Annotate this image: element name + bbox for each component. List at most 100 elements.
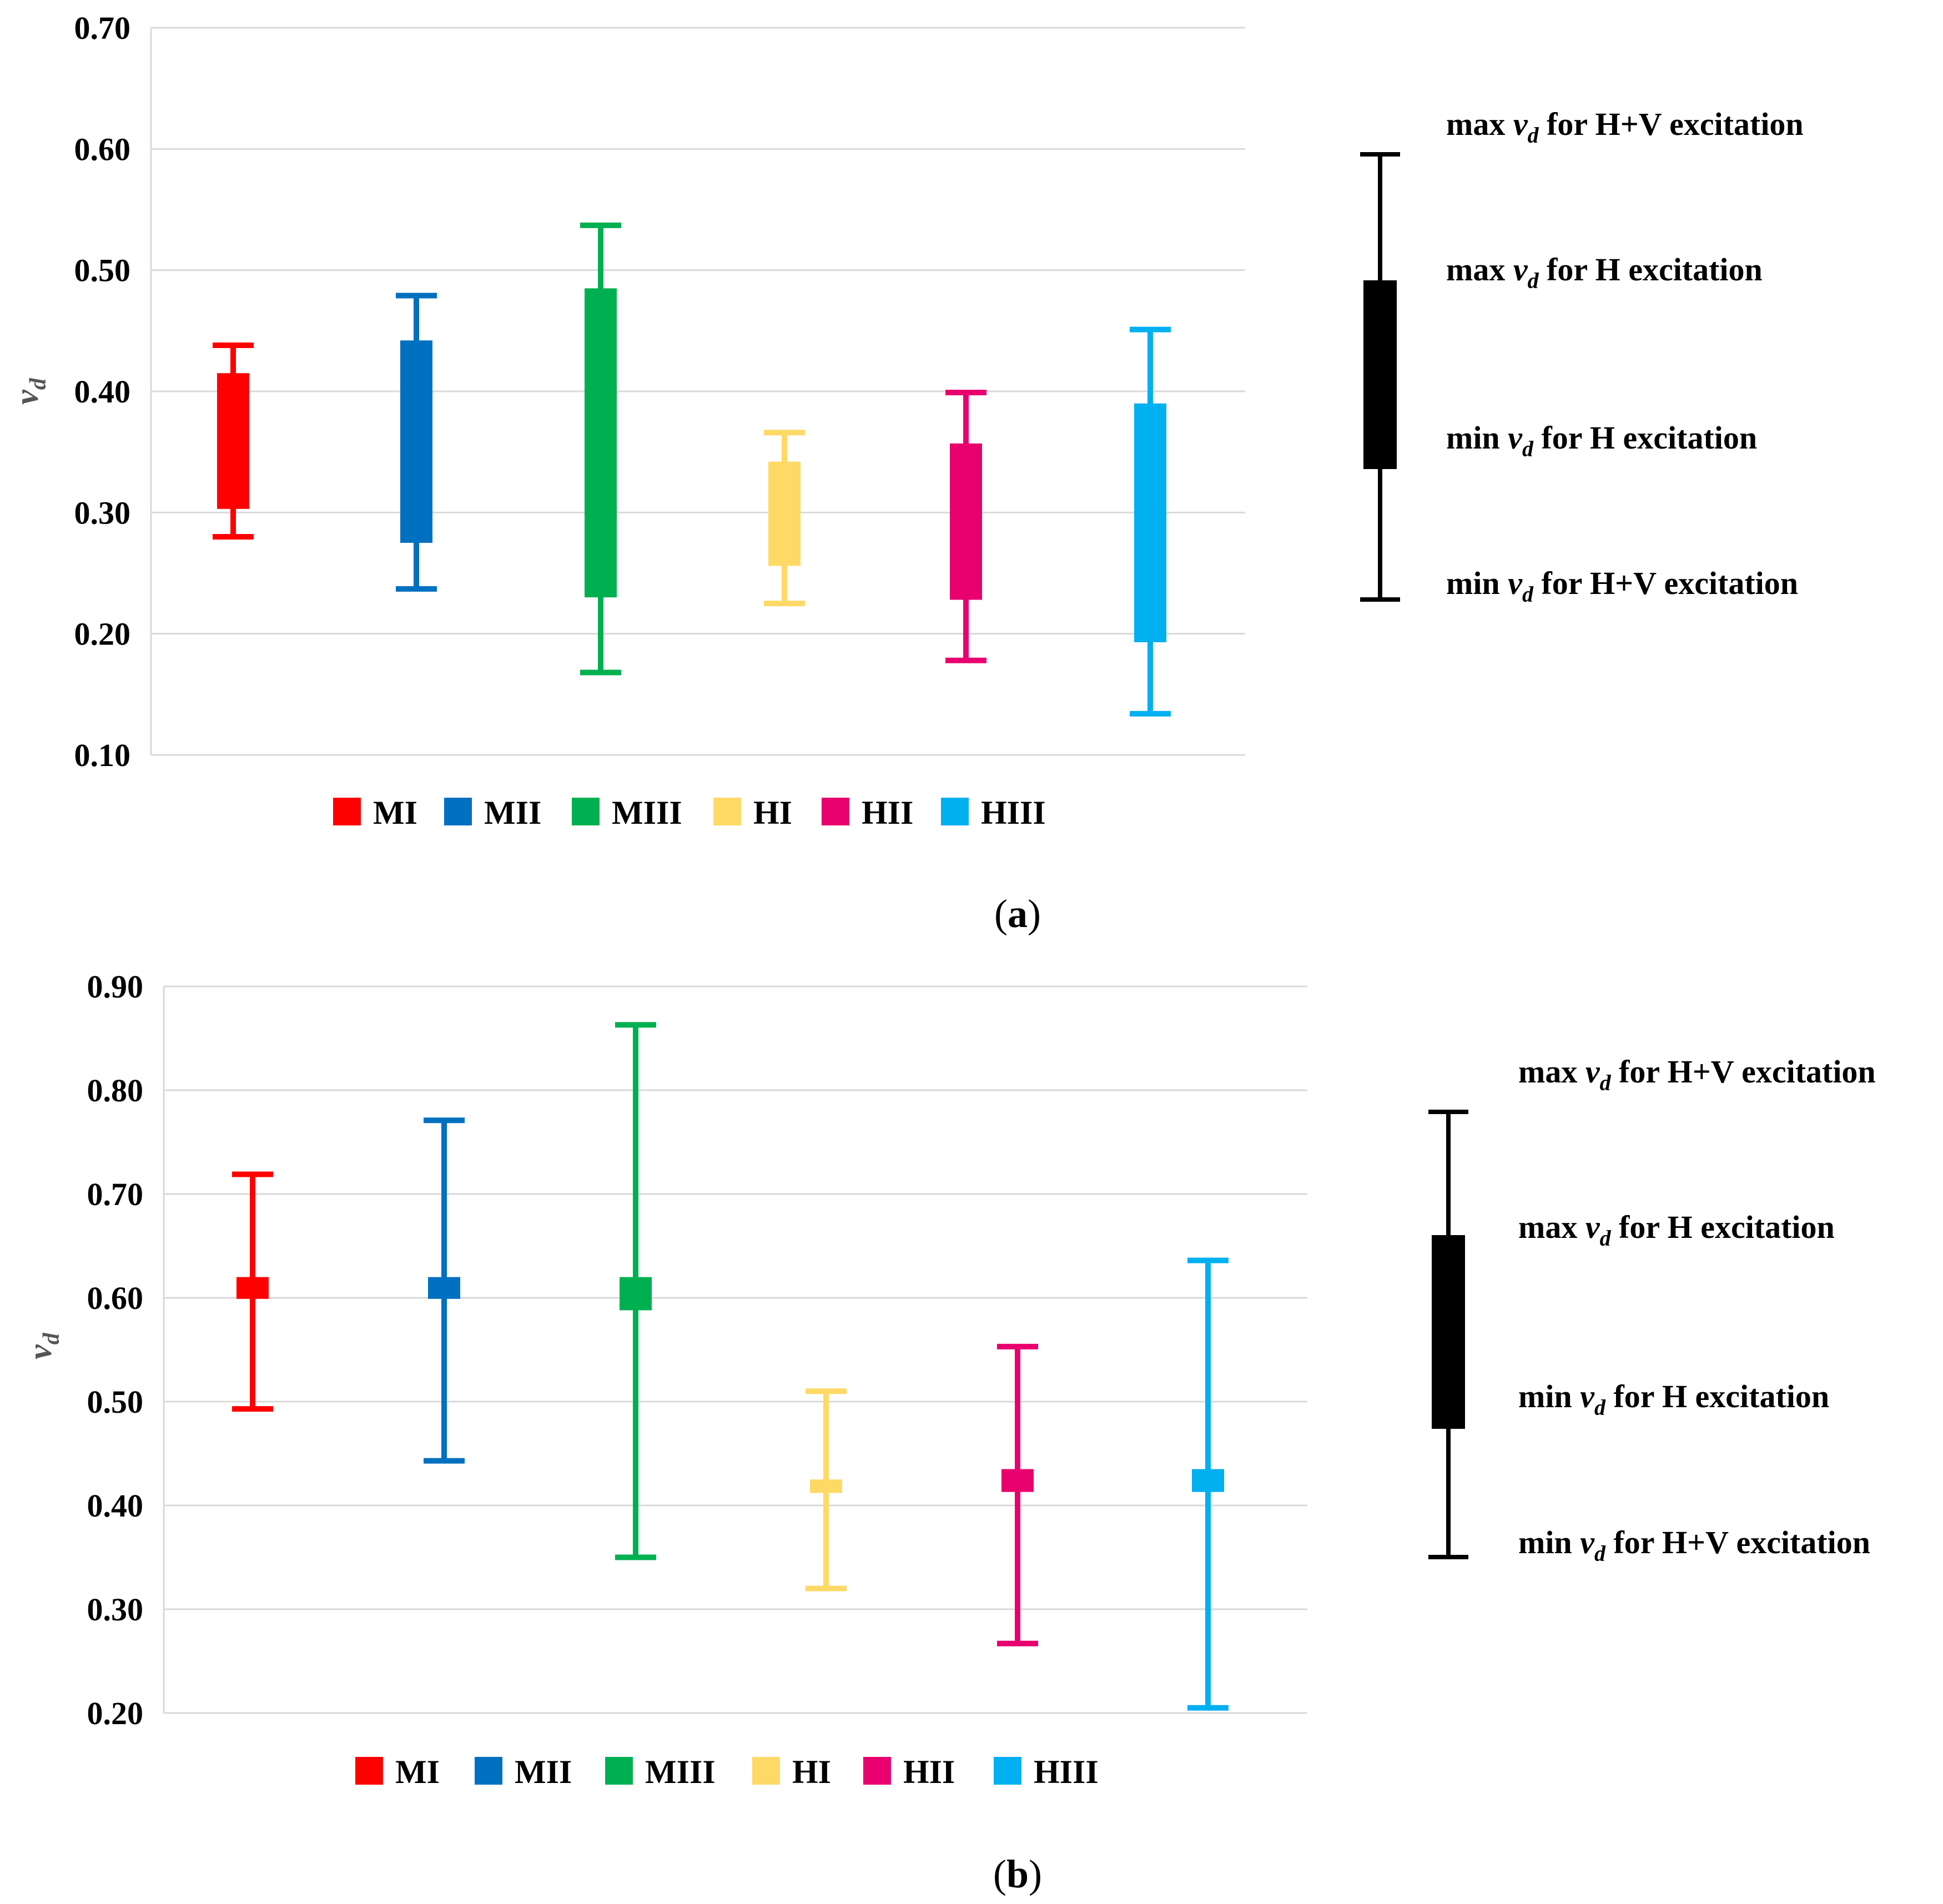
key-label-sub: d: [1600, 1226, 1612, 1251]
box-h-range: [236, 1277, 269, 1299]
y-tick-label: 0.60: [87, 1280, 144, 1316]
key-label-pre: max: [1446, 106, 1513, 142]
key-label-var: v: [1513, 251, 1528, 288]
key-label-post: for H excitation: [1533, 420, 1757, 456]
y-tick-label: 0.50: [74, 253, 131, 289]
legend-label-HIII: HIII: [981, 794, 1046, 831]
y-axis: 0.20 0.30 0.40 0.50 0.60 0.70 0.80 0.90: [87, 969, 1307, 1731]
legend: MI MII MIII HI HII HIII: [355, 1754, 1099, 1790]
box-h-range: [585, 288, 617, 598]
key-label: min vd for H excitation: [1446, 420, 1757, 461]
box-h-range: [1001, 1469, 1034, 1492]
key-label-post: for H+V excitation: [1611, 1054, 1876, 1090]
key-label-sub: d: [1594, 1541, 1606, 1566]
box-h-range: [217, 373, 249, 509]
legend-label-HI: HI: [753, 794, 792, 831]
key-label-sub: d: [1528, 123, 1539, 148]
key-label: min vd for H excitation: [1518, 1378, 1829, 1420]
y-axis-label-var: v: [8, 389, 45, 405]
box-h-range: [428, 1277, 460, 1299]
key-label-pre: max: [1518, 1209, 1585, 1245]
legend: MI MII MIII HI HII HIII: [333, 794, 1046, 831]
y-axis-label-sub: d: [39, 1332, 64, 1344]
legend-swatch-HIII: [941, 798, 969, 825]
series-MII: [396, 293, 437, 592]
key-label: max vd for H excitation: [1518, 1209, 1835, 1251]
y-axis-label-sub: d: [26, 377, 51, 390]
y-axis-label: vd: [22, 1332, 64, 1359]
key-label-post: for H excitation: [1539, 251, 1763, 288]
key-label: max vd for H excitation: [1446, 251, 1763, 293]
series-HII: [945, 390, 986, 663]
legend-label-MI: MI: [373, 794, 417, 831]
series-HII: [997, 1343, 1038, 1646]
series-HIII: [1130, 326, 1171, 717]
legend-swatch-HIII: [994, 1757, 1021, 1785]
legend-label-MI: MI: [395, 1754, 440, 1790]
caption-close: ): [1029, 1852, 1042, 1896]
y-tick-label: 0.30: [74, 495, 131, 531]
caption-close: ): [1028, 891, 1041, 936]
legend-swatch-MI: [333, 798, 361, 825]
box-h-range: [620, 1277, 652, 1311]
key-label-sub: d: [1600, 1070, 1612, 1095]
series-MII: [424, 1117, 465, 1464]
y-tick-label: 0.90: [87, 969, 144, 1005]
key-label-pre: min: [1518, 1378, 1580, 1414]
y-tick-label: 0.40: [87, 1488, 144, 1524]
series-HI: [764, 430, 805, 607]
legend-label-HII: HII: [862, 794, 913, 831]
box-h-range: [810, 1479, 842, 1493]
key-label-sub: d: [1594, 1395, 1606, 1420]
key-label: max vd for H+V excitation: [1518, 1054, 1876, 1095]
box-h-range: [1134, 403, 1166, 642]
legend-label-HIII: HIII: [1034, 1754, 1099, 1790]
legend-label-MIII: MIII: [645, 1754, 716, 1790]
y-axis-label-var: v: [22, 1344, 58, 1359]
y-axis-label: vd: [8, 377, 51, 405]
key-label-var: v: [1580, 1524, 1595, 1560]
y-tick-label: 0.80: [87, 1072, 144, 1109]
key-label-var: v: [1508, 420, 1523, 456]
y-tick-label: 0.70: [87, 1176, 144, 1212]
series-HI: [806, 1388, 847, 1591]
legend-swatch-MI: [355, 1757, 383, 1785]
key-label-post: for H+V excitation: [1605, 1524, 1870, 1560]
y-tick-label: 0.20: [74, 616, 131, 652]
legend-swatch-MII: [475, 1757, 502, 1785]
key-box: [1432, 1235, 1465, 1429]
key-label: min vd for H+V excitation: [1446, 565, 1798, 607]
caption-letter: a: [1008, 891, 1028, 936]
key-label-pre: min: [1518, 1524, 1580, 1560]
panel-caption: (a): [994, 891, 1041, 936]
key-label-pre: max: [1518, 1054, 1585, 1090]
key-label: max vd for H+V excitation: [1446, 106, 1804, 148]
key-label-sub: d: [1522, 436, 1534, 461]
key-label: min vd for H+V excitation: [1518, 1524, 1870, 1566]
y-tick-label: 0.20: [87, 1695, 144, 1731]
key-label-sub: d: [1528, 268, 1539, 293]
key-label-post: for H excitation: [1605, 1378, 1829, 1414]
box-h-range: [400, 340, 432, 543]
key-label-var: v: [1585, 1209, 1600, 1245]
legend-swatch-MII: [444, 798, 472, 825]
y-tick-label: 0.50: [87, 1384, 144, 1420]
legend-swatch-MIII: [572, 798, 600, 825]
box-h-range: [1192, 1469, 1224, 1492]
series-MIII: [615, 1022, 656, 1560]
caption-open: (: [993, 1852, 1006, 1896]
series-MI: [213, 342, 254, 540]
key-label-pre: min: [1446, 420, 1508, 456]
legend-swatch-HI: [713, 798, 741, 825]
legend-label-MII: MII: [484, 794, 541, 831]
y-tick-label: 0.30: [87, 1591, 144, 1628]
y-tick-label: 0.40: [74, 374, 131, 410]
box-h-range: [768, 461, 801, 566]
key-label-var: v: [1580, 1378, 1595, 1414]
series-MIII: [580, 222, 621, 676]
key-label-var: v: [1508, 565, 1523, 601]
key-box: [1363, 280, 1397, 469]
